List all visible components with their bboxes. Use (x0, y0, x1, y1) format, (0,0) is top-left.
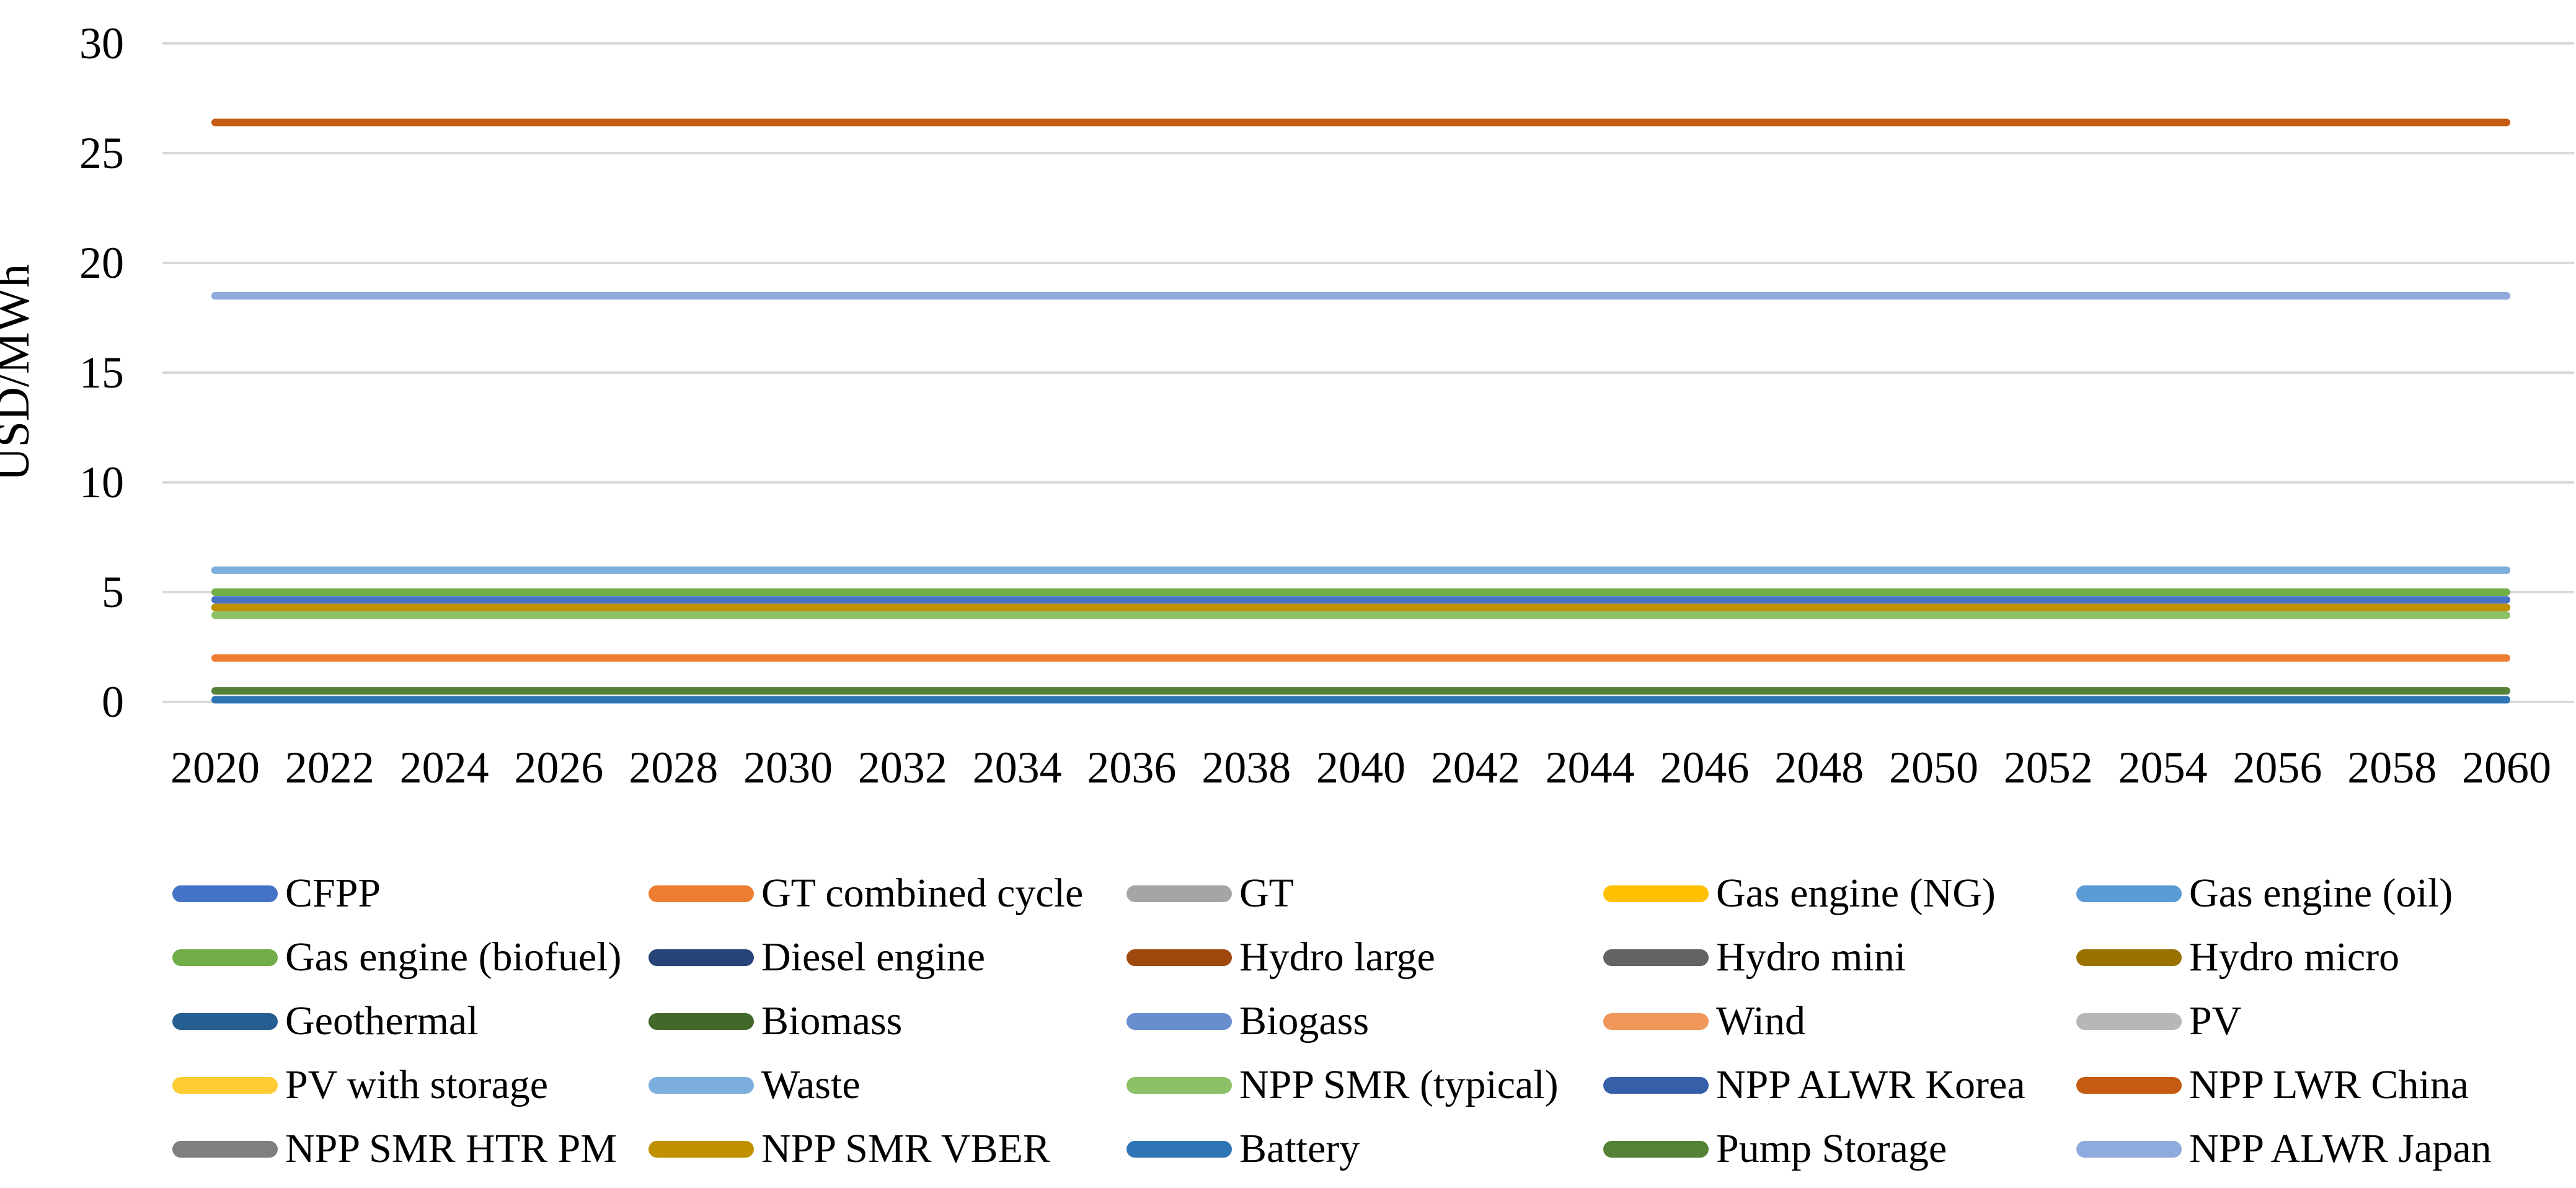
x-tick-label: 2028 (629, 743, 718, 792)
x-tick-label: 2054 (2118, 743, 2208, 792)
x-tick-label: 2026 (514, 743, 603, 792)
x-tick-label: 2048 (1774, 743, 1864, 792)
y-tick-label: 15 (79, 348, 124, 397)
x-tick-label: 2038 (1202, 743, 1291, 792)
x-tick-label: 2036 (1087, 743, 1176, 792)
x-tick-label: 2056 (2233, 743, 2322, 792)
y-tick-label: 20 (79, 238, 124, 288)
x-tick-label: 2058 (2347, 743, 2437, 792)
x-tick-label: 2030 (743, 743, 833, 792)
x-tick-label: 2022 (285, 743, 374, 792)
x-tick-label: 2040 (1316, 743, 1405, 792)
y-tick-label: 10 (79, 458, 124, 507)
x-tick-label: 2034 (973, 743, 1062, 792)
y-tick-label: 5 (102, 567, 124, 617)
x-tick-label: 2044 (1546, 743, 1635, 792)
x-tick-label: 2042 (1431, 743, 1520, 792)
x-tick-label: 2024 (400, 743, 489, 792)
x-tick-label: 2060 (2462, 743, 2551, 792)
x-tick-label: 2032 (858, 743, 947, 792)
x-tick-label: 2052 (2004, 743, 2093, 792)
x-tick-label: 2020 (170, 743, 260, 792)
x-tick-label: 2050 (1889, 743, 1978, 792)
y-tick-label: 0 (102, 677, 124, 727)
y-tick-label: 25 (79, 128, 124, 178)
y-tick-label: 30 (79, 19, 124, 68)
x-tick-label: 2046 (1660, 743, 1749, 792)
y-axis-title: USD/MWh (0, 264, 39, 481)
